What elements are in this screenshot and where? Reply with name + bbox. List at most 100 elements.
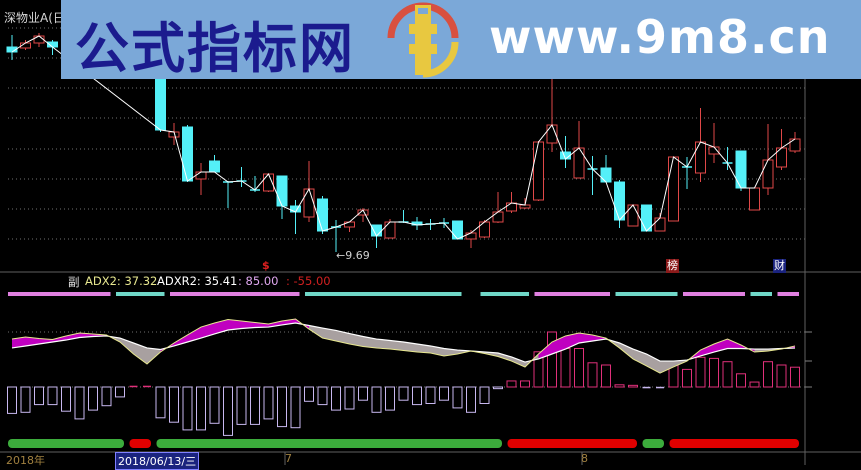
trend-signal-bar bbox=[8, 292, 111, 296]
adx-fill-segment bbox=[228, 319, 242, 331]
histogram-bar bbox=[493, 386, 503, 390]
histogram-bar bbox=[682, 368, 692, 388]
event-marker-rank[interactable]: 榜 bbox=[666, 259, 679, 273]
candle-up bbox=[465, 232, 477, 240]
adx-fill-segment bbox=[403, 342, 417, 353]
histogram-bar bbox=[223, 386, 233, 436]
adx-fill-segment bbox=[552, 335, 566, 354]
watermark-site-name: 公式指标网 bbox=[75, 17, 355, 80]
histogram-bar bbox=[47, 386, 58, 406]
candle-up bbox=[762, 159, 774, 189]
candle-down bbox=[614, 181, 625, 221]
adx-fill-segment bbox=[309, 325, 323, 339]
candle-up bbox=[506, 202, 517, 212]
candle-down bbox=[182, 126, 193, 182]
state-signal-bar bbox=[156, 439, 502, 448]
adx-fill-segment bbox=[579, 332, 593, 343]
candle-down bbox=[276, 175, 288, 207]
adx-fill-segment bbox=[660, 361, 674, 374]
histogram-bar bbox=[709, 357, 719, 388]
histogram-bar bbox=[587, 362, 598, 388]
candle-down bbox=[452, 220, 463, 240]
histogram-bar bbox=[560, 348, 571, 388]
trend-signal-bar bbox=[170, 292, 300, 296]
trend-signal-bar bbox=[480, 292, 529, 296]
trend-signal-bar bbox=[683, 292, 745, 296]
histogram-bar bbox=[574, 348, 584, 388]
histogram-bar bbox=[412, 386, 422, 406]
histogram-bar bbox=[398, 386, 409, 401]
adx-fill-segment bbox=[565, 332, 579, 350]
histogram-bar bbox=[452, 386, 463, 409]
event-marker-dollar[interactable]: $ bbox=[262, 259, 270, 272]
state-signal-bar bbox=[507, 439, 637, 448]
state-signal-bar bbox=[8, 439, 124, 448]
watermark-url: www.9m8.cn bbox=[489, 10, 831, 64]
candle-up bbox=[33, 35, 45, 44]
histogram-bar bbox=[250, 386, 260, 425]
histogram-bar bbox=[722, 361, 733, 388]
histogram-bar bbox=[547, 331, 557, 388]
histogram-bar bbox=[506, 380, 517, 388]
histogram-bar bbox=[304, 386, 314, 402]
adx-fill-segment bbox=[214, 319, 228, 334]
adx-value: ADX2: 37.32 bbox=[85, 274, 158, 288]
adx-fill-segment bbox=[646, 354, 660, 374]
histogram-bar bbox=[331, 386, 341, 411]
adxr-line bbox=[11, 322, 796, 363]
histogram-bar bbox=[236, 386, 247, 425]
histogram-bar bbox=[209, 386, 220, 424]
histogram-bar bbox=[425, 386, 436, 404]
state-signal-bar bbox=[669, 439, 799, 448]
candle-up bbox=[303, 188, 315, 218]
adx-line bbox=[11, 318, 796, 374]
date-axis-cursor-date: 2018/06/13/三 bbox=[115, 452, 200, 470]
adx-fill-segment bbox=[201, 322, 215, 339]
histogram-bar bbox=[277, 386, 287, 428]
trend-signal-bar bbox=[116, 292, 165, 296]
adx-fill-segment bbox=[174, 334, 188, 346]
candle-down bbox=[209, 160, 220, 173]
histogram-bar bbox=[34, 386, 44, 406]
histogram-bar bbox=[695, 356, 706, 388]
histogram-bar bbox=[776, 364, 787, 388]
adx-fill-segment bbox=[390, 340, 404, 351]
histogram-bar bbox=[520, 380, 530, 388]
histogram-bar bbox=[749, 381, 760, 388]
trend-signal-bar bbox=[305, 292, 462, 296]
histogram-bar bbox=[371, 386, 382, 413]
histogram-bar bbox=[344, 386, 355, 410]
trend-signal-bar bbox=[777, 292, 799, 296]
histogram-bar bbox=[101, 386, 112, 407]
trend-signal-bar bbox=[615, 292, 678, 296]
histogram-bar bbox=[533, 351, 544, 388]
date-axis-month-7: 7 bbox=[285, 452, 292, 465]
watermark-banner: 公式指标网 www.9m8.cn bbox=[61, 0, 861, 80]
adx-fill-segment bbox=[619, 343, 633, 359]
candle-up bbox=[384, 221, 396, 239]
trend-signal-bar bbox=[750, 292, 772, 296]
candle-down bbox=[600, 167, 612, 183]
event-marker-finance[interactable]: 财 bbox=[773, 259, 786, 273]
date-axis-month-8: 8 bbox=[581, 452, 588, 465]
histogram-bar bbox=[790, 366, 800, 388]
candle-up bbox=[695, 141, 706, 174]
histogram-bar bbox=[385, 386, 395, 411]
adx-fill-segment bbox=[187, 327, 201, 343]
histogram-bar bbox=[439, 386, 449, 401]
adx-fill-segment bbox=[727, 339, 741, 349]
histogram-bar bbox=[628, 384, 638, 388]
candle-down bbox=[371, 224, 382, 237]
histogram-bar bbox=[317, 386, 328, 406]
candle-up bbox=[654, 217, 666, 232]
histogram-bar bbox=[20, 386, 31, 413]
chart-title: 深物业A(日 bbox=[4, 11, 65, 25]
histogram-bar bbox=[169, 386, 179, 423]
adx-fill-segment bbox=[268, 321, 282, 328]
adx-fill-segment bbox=[336, 330, 350, 344]
candle-up bbox=[533, 141, 544, 201]
candle-down bbox=[317, 198, 328, 232]
histogram-bar bbox=[74, 386, 85, 420]
adx-fill-segment bbox=[349, 333, 363, 347]
